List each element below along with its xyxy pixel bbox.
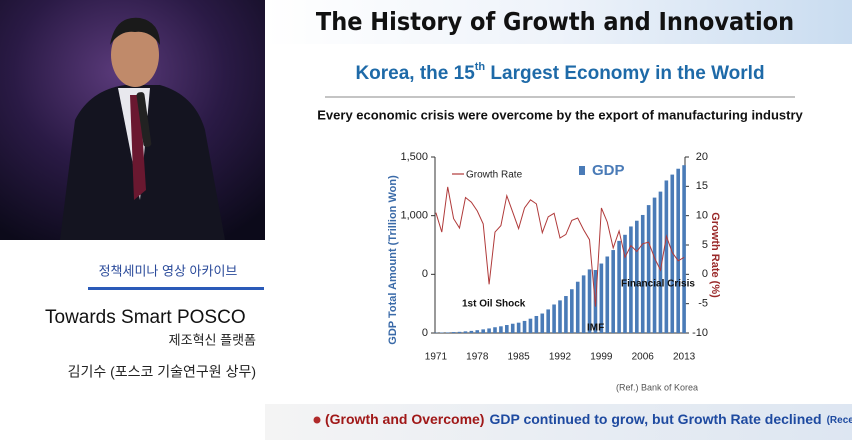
y2-tick-label: 0: [702, 268, 708, 280]
bar: [535, 316, 539, 333]
chart-caption: Every economic crisis were overcome by t…: [317, 107, 803, 122]
footer-bullet: [314, 417, 321, 424]
subtitle-part: Largest Economy in the World: [485, 63, 764, 84]
bar: [546, 309, 550, 333]
bar: [487, 328, 491, 333]
bar: [676, 169, 680, 333]
y2-tick-label: -5: [698, 298, 708, 310]
y-tick-label: 0: [422, 268, 428, 280]
bar: [529, 319, 533, 333]
bar: [647, 205, 651, 333]
bar: [511, 324, 515, 333]
y-tick-label: 0: [422, 327, 428, 339]
annotation: 1st Oil Shock: [462, 299, 526, 310]
y2-tick-label: 10: [696, 210, 708, 222]
x-tick-label: 2013: [673, 352, 696, 363]
bar: [475, 330, 479, 333]
footer-text: (Growth and Overcome) GDP continued to gr…: [325, 411, 852, 427]
source: (Ref.) Bank of Korea: [616, 382, 698, 392]
y-tick-label: 1,000: [400, 210, 428, 222]
bar: [611, 250, 615, 333]
speaker-name: 김기수 (포스코 기술연구원 상무): [68, 364, 256, 380]
talk-title: Towards Smart POSCO: [45, 307, 246, 328]
x-tick-label: 1992: [549, 352, 572, 363]
bar: [523, 321, 527, 333]
footer-prefix: (Growth and Overcome): [325, 411, 484, 427]
annotation: IMF: [587, 323, 604, 334]
bar: [682, 165, 686, 333]
bar: [470, 331, 474, 333]
bar: [635, 221, 639, 333]
x-tick-label: 1978: [466, 352, 489, 363]
y2-axis-label: Growth Rate (%): [709, 212, 721, 298]
bar: [653, 198, 657, 333]
slide-subtitle: Korea, the 15th Largest Economy in the W…: [355, 61, 764, 84]
bar: [452, 332, 456, 333]
y2-tick-label: 15: [696, 180, 708, 192]
y-axis-label: GDP Total Amount (Trillion Won): [387, 175, 399, 345]
y2-tick-label: -10: [692, 327, 708, 339]
subtitle-part: Korea, the 15: [355, 63, 475, 84]
bar: [552, 304, 556, 333]
annotation: Financial Crisis: [621, 279, 695, 290]
bar: [517, 323, 521, 333]
slide-title: The History of Growth and Innovation: [316, 7, 794, 36]
footer-note: (Recent ≤5%): [827, 415, 852, 426]
bar: [641, 215, 645, 333]
x-tick-label: 2006: [632, 352, 655, 363]
talk-subtitle: 제조혁신 플랫폼: [169, 332, 256, 347]
y-tick-label: 1,500: [400, 151, 428, 163]
bar: [458, 332, 462, 333]
x-tick-label: 1971: [425, 352, 448, 363]
footer-main: GDP continued to grow, but Growth Rate d…: [489, 411, 821, 427]
legend-label: GDP: [592, 162, 625, 179]
bar: [493, 327, 497, 333]
x-tick-label: 1985: [508, 352, 531, 363]
bar: [605, 256, 609, 333]
bar: [499, 326, 503, 333]
bar: [558, 300, 562, 333]
bar: [446, 332, 450, 333]
bar: [582, 275, 586, 333]
y2-tick-label: 20: [696, 151, 708, 163]
bar: [464, 331, 468, 333]
bar: [576, 282, 580, 333]
y2-tick-label: 5: [702, 239, 708, 251]
bar: [665, 180, 669, 333]
bar: [540, 314, 544, 333]
x-tick-label: 1999: [590, 352, 613, 363]
legend-label: Growth Rate: [466, 170, 523, 181]
bar: [564, 296, 568, 333]
channel-name: 정책세미나 영상 아카이브: [99, 263, 238, 278]
channel-underline: [88, 287, 264, 290]
bar: [505, 325, 509, 333]
subtitle-sup: th: [475, 61, 486, 73]
bar: [481, 329, 485, 333]
legend-swatch: [579, 166, 585, 175]
bar: [570, 289, 574, 333]
